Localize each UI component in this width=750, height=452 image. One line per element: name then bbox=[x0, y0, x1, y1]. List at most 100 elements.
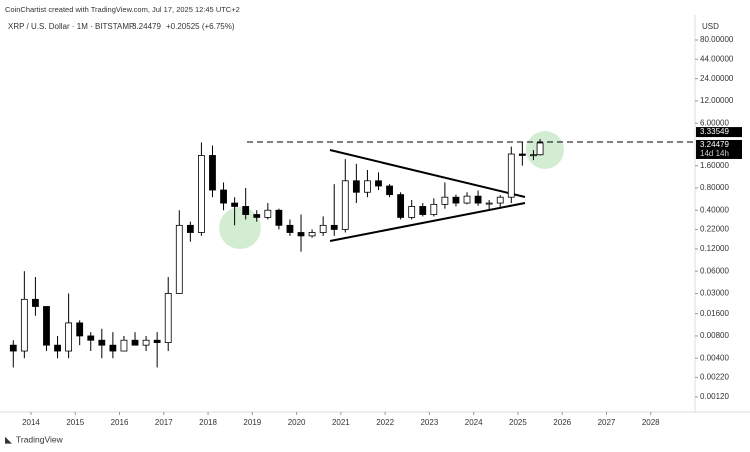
x-tick-label: 2027 bbox=[598, 418, 616, 427]
candle-body bbox=[209, 155, 216, 191]
candle-body bbox=[242, 206, 250, 215]
y-tick-label: 80.00000 bbox=[700, 35, 734, 44]
x-tick-label: 2026 bbox=[553, 418, 571, 427]
candle-body bbox=[198, 155, 205, 233]
countdown: 14d 14h bbox=[700, 149, 729, 158]
candle-body bbox=[352, 180, 360, 193]
highlight bbox=[219, 207, 261, 249]
y-tick-label: 0.03000 bbox=[700, 289, 729, 298]
candle-body bbox=[120, 339, 128, 352]
candle-body bbox=[397, 194, 405, 218]
candle-body bbox=[286, 224, 294, 233]
candle-body bbox=[54, 344, 61, 352]
candle-body bbox=[364, 180, 371, 193]
candle-body bbox=[164, 293, 172, 344]
y-tick-label: 12.00000 bbox=[700, 96, 734, 105]
y-tick-label: 0.80000 bbox=[700, 183, 729, 192]
candle-body bbox=[536, 142, 544, 156]
candle-body bbox=[474, 195, 482, 204]
candle-body bbox=[131, 339, 139, 346]
x-tick-label: 2025 bbox=[509, 418, 527, 427]
candle-body bbox=[9, 344, 17, 352]
countdown-box bbox=[696, 149, 742, 159]
plot: 80.00000 44.00000 24.00000 12.00000 6.00000 1… bbox=[9, 35, 742, 427]
price-label: 3.24479 bbox=[700, 140, 729, 149]
candle-body bbox=[430, 203, 438, 215]
y-tick-label: 44.00000 bbox=[700, 54, 734, 63]
footer: TradingView bbox=[16, 434, 64, 444]
candle-body bbox=[308, 232, 316, 237]
trend-line bbox=[329, 149, 526, 198]
x-tick-label: 2016 bbox=[111, 418, 129, 427]
currency: USD bbox=[702, 22, 719, 31]
x-tick-label: 2028 bbox=[642, 418, 660, 427]
x-tick-label: 2017 bbox=[155, 418, 173, 427]
candle-body bbox=[87, 335, 95, 341]
footer-logo: ◣ bbox=[5, 434, 12, 444]
candle-body bbox=[76, 322, 84, 337]
y-tick-label: 0.12000 bbox=[700, 244, 729, 253]
x-tick-label: 2020 bbox=[288, 418, 306, 427]
y-tick-label: 24.00000 bbox=[700, 74, 734, 83]
candle-body bbox=[142, 339, 150, 346]
x-tick-label: 2014 bbox=[22, 418, 40, 427]
y-tick-label: 0.00400 bbox=[700, 353, 729, 362]
candle-body bbox=[186, 224, 194, 233]
candle-body bbox=[65, 322, 73, 352]
credit: CoinChartist created with TradingView.co… bbox=[5, 5, 240, 14]
y-tick-label: 0.06000 bbox=[700, 266, 729, 275]
y-tick-label: 0.01600 bbox=[700, 309, 729, 318]
candle-body bbox=[175, 224, 183, 294]
x-tick-label: 2019 bbox=[243, 418, 261, 427]
y-tick-label: 6.00000 bbox=[700, 118, 729, 127]
candle-body bbox=[507, 153, 515, 198]
candle-body bbox=[386, 185, 393, 196]
x-tick-label: 2023 bbox=[420, 418, 438, 427]
candle-body bbox=[530, 154, 537, 157]
candle-body bbox=[452, 196, 460, 204]
candle-body bbox=[341, 180, 349, 230]
candle-body bbox=[496, 196, 504, 204]
price-label: 3.33549 bbox=[700, 127, 729, 136]
candle-body bbox=[375, 180, 382, 187]
x-tick-label: 2022 bbox=[376, 418, 394, 427]
chart-title: XRP / U.S. Dollar · 1M · BITSTAMP bbox=[8, 22, 134, 31]
price-label-box bbox=[696, 127, 742, 138]
candle-body bbox=[109, 344, 117, 352]
candle-body bbox=[153, 339, 161, 344]
x-tick-label: 2018 bbox=[199, 418, 217, 427]
y-tick-label: 0.00220 bbox=[700, 373, 729, 382]
candle-body bbox=[441, 196, 449, 205]
y-tick-label: 0.00120 bbox=[700, 392, 729, 401]
x-tick-label: 2024 bbox=[465, 418, 483, 427]
highlight bbox=[526, 131, 564, 169]
candle-body bbox=[408, 206, 416, 218]
candle-body bbox=[319, 224, 327, 233]
candle-body bbox=[32, 298, 39, 307]
x-tick-label: 2015 bbox=[66, 418, 84, 427]
candle-body bbox=[518, 153, 526, 156]
candle-body bbox=[264, 209, 272, 218]
y-tick-label: 0.40000 bbox=[700, 205, 729, 214]
change: +0.20525 (+6.75%) bbox=[166, 22, 235, 31]
candle-body bbox=[231, 202, 239, 207]
candle-body bbox=[98, 339, 106, 346]
candle-body bbox=[330, 224, 338, 230]
price-label-box bbox=[696, 139, 742, 150]
candle-body bbox=[297, 232, 305, 237]
candle-body bbox=[20, 298, 28, 352]
x-tick-label: 2021 bbox=[332, 418, 350, 427]
last-price: 3.24479 bbox=[132, 22, 161, 31]
y-tick-label: 0.00800 bbox=[700, 331, 729, 340]
trend-line bbox=[329, 202, 526, 242]
candle-body bbox=[485, 202, 493, 205]
candle-body bbox=[275, 209, 283, 226]
y-tick-label: 1.60000 bbox=[700, 161, 729, 170]
candle-body bbox=[43, 306, 50, 346]
y-tick-label: 0.22000 bbox=[700, 225, 729, 234]
candle-body bbox=[220, 189, 227, 204]
candle-body bbox=[463, 195, 471, 204]
candle-body bbox=[253, 214, 261, 218]
